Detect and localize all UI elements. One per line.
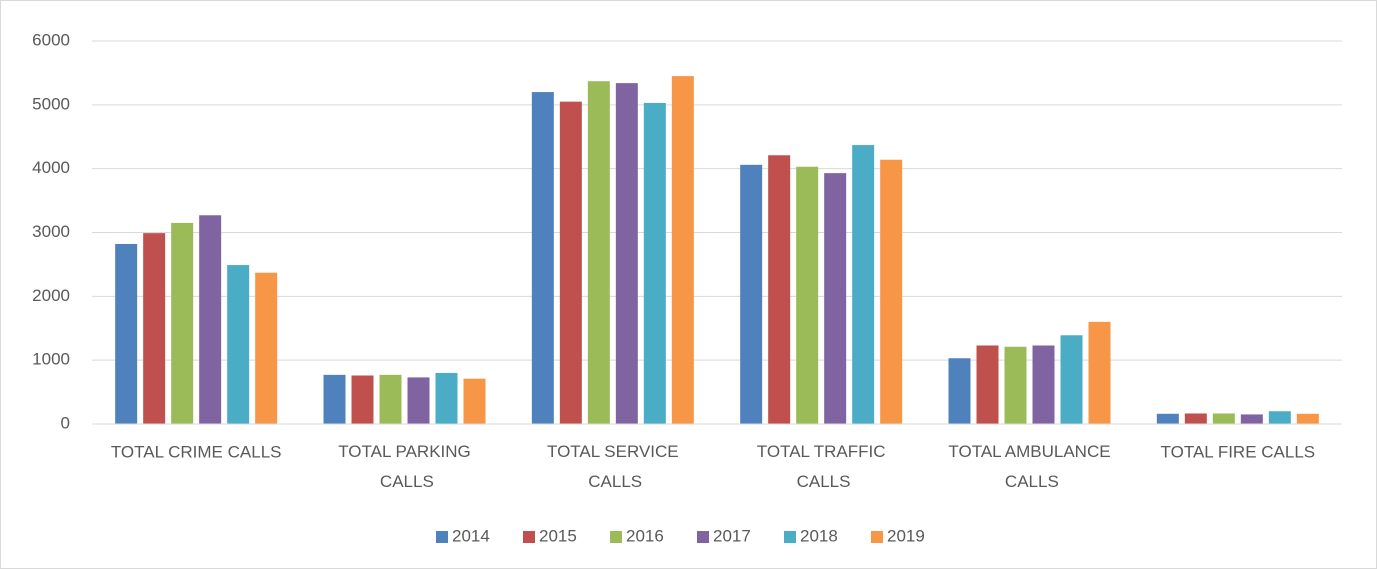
x-tick-label: TOTAL TRAFFIC CALLS [757,442,886,491]
bar [1212,413,1235,424]
bar [880,159,903,425]
bar [531,92,554,425]
y-tick-label: 6000 [32,30,70,49]
bar [740,164,763,424]
bar [643,102,666,424]
label-line: CALLS [1000,472,1059,491]
y-tick-label: 0 [61,413,70,432]
bar [948,358,971,424]
y-tick-label: 3000 [32,222,70,241]
x-tick-label: TOTAL PARKING CALLS [338,442,471,491]
bar [1184,413,1207,424]
bar [1268,411,1291,424]
bar [1060,335,1083,424]
x-tick-label: TOTAL SERVICE CALLS [547,442,679,491]
legend-label: 2016 [626,526,664,545]
legend-swatch [523,531,535,543]
bar [796,166,819,425]
x-tick-label: TOTAL CRIME CALLS [111,442,282,461]
bar [1156,413,1179,424]
bar [587,81,610,424]
legend-label: 2014 [452,526,490,545]
y-tick-label: 5000 [32,94,70,113]
label-line: TOTAL SERVICE [547,442,679,461]
bar [1240,414,1263,424]
bar [227,265,250,424]
bar [379,374,402,424]
bar [435,372,458,424]
legend-label: 2019 [887,526,925,545]
label-line: TOTAL TRAFFIC [757,442,886,461]
y-tick-label: 2000 [32,286,70,305]
bar [255,272,278,424]
bar [976,345,999,424]
legend-label: 2015 [539,526,577,545]
x-tick-label: TOTAL AMBULANCE CALLS [948,442,1110,491]
bar [407,377,430,424]
legend-label: 2018 [800,526,838,545]
bar [199,215,222,424]
bar [768,155,791,425]
label-line: TOTAL PARKING [338,442,471,461]
bar [671,76,694,424]
label-line: CALLS [792,472,851,491]
bar [824,173,847,424]
bar [559,101,582,425]
x-tick-label: TOTAL FIRE CALLS [1161,442,1316,461]
legend-swatch [871,531,883,543]
label-line: TOTAL AMBULANCE [948,442,1110,461]
label-line: CALLS [375,472,434,491]
bar [171,222,194,424]
bar [1004,346,1027,424]
legend-swatch [697,531,709,543]
legend-swatch [436,531,448,543]
legend-label: 2017 [713,526,751,545]
bar [115,243,138,424]
bar [1032,345,1055,424]
bar [351,375,374,424]
y-tick-label: 4000 [32,158,70,177]
bar [615,83,638,424]
bar [463,378,486,424]
legend-swatch [784,531,796,543]
bar [323,374,346,424]
y-tick-label: 1000 [32,350,70,369]
legend-swatch [610,531,622,543]
bar [1296,413,1319,424]
label-line: CALLS [584,472,643,491]
bar [143,233,166,424]
bar [1088,321,1111,424]
bar [852,145,875,424]
